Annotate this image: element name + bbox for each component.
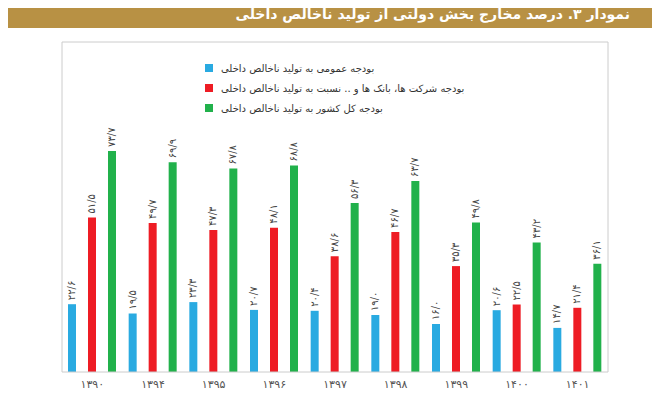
svg-text:۳۶/۱: ۳۶/۱: [591, 240, 602, 259]
svg-text:۱۳۹۷: ۱۳۹۷: [323, 378, 347, 391]
svg-text:۱۹/۰: ۱۹/۰: [369, 292, 380, 311]
svg-text:۳۵/۳: ۳۵/۳: [450, 242, 461, 262]
html-text:بودجه عمومی به تولید ناخالص دا: بودجه عمومی به تولید ناخالص داخلی: [221, 62, 375, 74]
svg-text:۱۳۹۰: ۱۳۹۰: [81, 378, 105, 391]
svg-text:۴۹/۷: ۴۹/۷: [147, 199, 158, 219]
svg-text:۱۴۰۱: ۱۴۰۱: [566, 378, 590, 391]
svg-text:۶۹/۹: ۶۹/۹: [167, 139, 178, 158]
svg-text:۱۴/۷: ۱۴/۷: [551, 304, 562, 324]
svg-text:۷۳/۷: ۷۳/۷: [106, 127, 117, 147]
svg-text:۳۸/۶: ۳۸/۶: [329, 233, 340, 252]
svg-text:۲۲/۶: ۲۲/۶: [66, 281, 77, 300]
svg-text:۴۷/۳: ۴۷/۳: [207, 206, 218, 226]
svg-text:۱۴۰۰: ۱۴۰۰: [505, 378, 529, 391]
svg-text:۱۳۹۹: ۱۳۹۹: [445, 378, 469, 391]
svg-text:۱۳۹۴: ۱۳۹۴: [141, 378, 165, 391]
svg-text:۲۰/۴: ۲۰/۴: [309, 287, 320, 306]
svg-text:۶۸/۸: ۶۸/۸: [288, 141, 299, 161]
svg-text:۴۶/۷: ۴۶/۷: [389, 208, 400, 228]
svg-text:۱۹/۵: ۱۹/۵: [127, 290, 138, 309]
svg-text:۲۱/۴: ۲۱/۴: [571, 284, 582, 303]
svg-text:۲۳/۳: ۲۳/۳: [187, 278, 198, 298]
svg-text:۱۳۹۵: ۱۳۹۵: [202, 378, 226, 391]
svg-text:۶۳/۷: ۶۳/۷: [409, 157, 420, 177]
html-text:بودجه کل کشور به تولید ناخالص: بودجه کل کشور به تولید ناخالص داخلی: [221, 102, 383, 114]
svg-text:۲۲/۵: ۲۲/۵: [511, 281, 522, 300]
svg-text:۴۹/۸: ۴۹/۸: [470, 198, 481, 218]
html-text:نمودار ۳. درصد مخارج بخش دولتی: نمودار ۳. درصد مخارج بخش دولتی از تولید …: [235, 6, 630, 22]
svg-text:۶۷/۸: ۶۷/۸: [227, 144, 238, 164]
svg-text:۴۳/۲: ۴۳/۲: [531, 219, 542, 238]
html-text:بودجه شرکت ها، بانک ها و .. نس: بودجه شرکت ها، بانک ها و .. نسبت به تولی…: [221, 82, 465, 94]
svg-text:۴۸/۱: ۴۸/۱: [268, 204, 279, 223]
svg-text:۲۰/۶: ۲۰/۶: [491, 287, 502, 306]
svg-text:۱۳۹۸: ۱۳۹۸: [384, 378, 408, 391]
svg-text:۱۳۹۶: ۱۳۹۶: [263, 378, 287, 391]
svg-text:۱۶/۰: ۱۶/۰: [430, 301, 441, 320]
svg-text:۵۱/۵: ۵۱/۵: [86, 194, 97, 213]
svg-text:۵۶/۳: ۵۶/۳: [349, 179, 360, 199]
svg-text:۲۰/۷: ۲۰/۷: [248, 286, 259, 306]
